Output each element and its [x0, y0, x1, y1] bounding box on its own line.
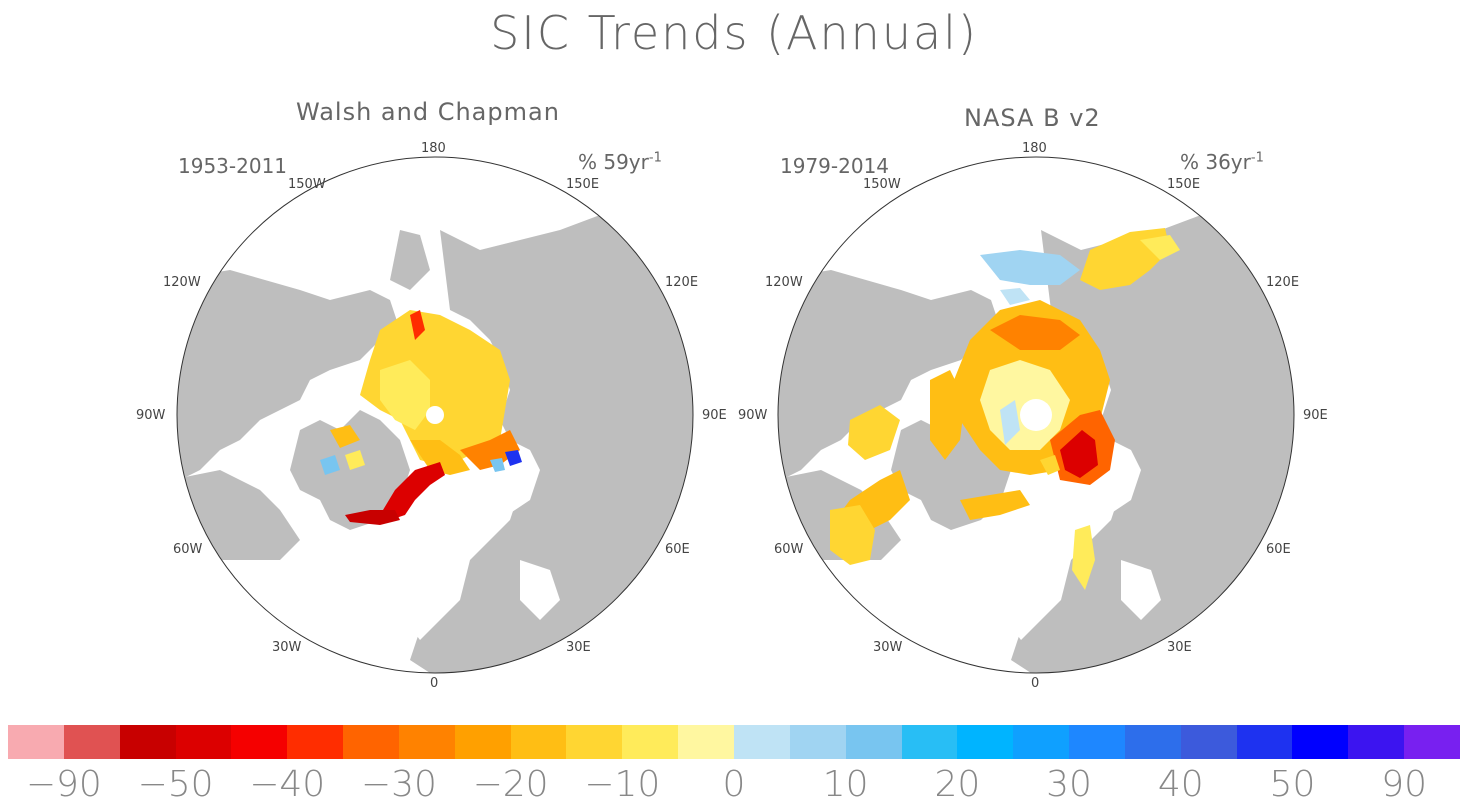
colorbar-tick-label: 40: [1157, 764, 1204, 805]
right-lon-60w: 60W: [774, 542, 804, 557]
colorbar-swatch: [901, 725, 958, 759]
colorbar-swatch: [622, 725, 679, 759]
right-lon-30e: 30E: [1167, 640, 1192, 655]
left-lon-120w: 120W: [163, 275, 201, 290]
left-lon-30w: 30W: [272, 640, 302, 655]
left-lon-30e: 30E: [566, 640, 591, 655]
colorbar-tick-label: 20: [934, 764, 981, 805]
colorbar-tick-label: 90: [1381, 764, 1428, 805]
left-lon-90w: 90W: [136, 408, 166, 423]
right-lon-30w: 30W: [873, 640, 903, 655]
colorbar-swatch: [1124, 725, 1181, 759]
colorbar-swatch: [343, 725, 399, 759]
left-lon-60w: 60W: [173, 542, 203, 557]
colorbar-tick-label: −30: [360, 764, 437, 805]
colorbar-tick-label: 50: [1269, 764, 1316, 805]
colorbar-swatch: [678, 725, 734, 759]
colorbar-tick-label: −10: [584, 764, 661, 805]
right-units-text: % 36yr: [1180, 150, 1251, 174]
left-lon-0: 0: [430, 676, 439, 691]
colorbar-swatch: [287, 725, 344, 759]
right-map: [777, 156, 1295, 674]
left-units-text: % 59yr: [578, 150, 649, 174]
left-map-border: [176, 156, 694, 674]
colorbar-swatch: [566, 725, 623, 759]
colorbar-tick-label: −40: [249, 764, 326, 805]
colorbar-tick-label: −50: [137, 764, 214, 805]
right-lon-60e: 60E: [1266, 542, 1291, 557]
right-lon-90e: 90E: [1303, 408, 1328, 423]
right-units: % 36yr-1: [1180, 150, 1264, 174]
figure-title: SIC Trends (Annual): [490, 6, 978, 60]
colorbar-swatch: [8, 725, 64, 759]
right-lon-0: 0: [1031, 676, 1040, 691]
colorbar-swatch: [398, 725, 455, 759]
right-lon-120w: 120W: [765, 275, 803, 290]
colorbar-swatch: [454, 725, 511, 759]
colorbar-tick-label: −20: [472, 764, 549, 805]
left-map: [176, 156, 694, 674]
left-lon-180: 180: [421, 141, 446, 156]
right-lon-150e: 150E: [1167, 177, 1201, 192]
colorbar-tick-label: 10: [822, 764, 869, 805]
colorbar-swatch: [510, 725, 567, 759]
right-period: 1979-2014: [780, 154, 890, 178]
colorbar-swatch: [957, 725, 1014, 759]
colorbar-swatch: [1404, 725, 1460, 759]
left-units-sup: -1: [648, 150, 662, 166]
right-panel-title: NASA B v2: [964, 104, 1101, 132]
left-lon-120e: 120E: [665, 275, 699, 290]
colorbar-tick-label: 30: [1046, 764, 1092, 805]
right-units-sup: -1: [1250, 150, 1264, 166]
colorbar-swatch: [231, 725, 288, 759]
right-lon-120e: 120E: [1266, 275, 1300, 290]
colorbar-swatch: [733, 725, 790, 759]
left-units: % 59yr-1: [578, 150, 662, 174]
colorbar-swatch: [1236, 725, 1293, 759]
colorbar-swatch: [1180, 725, 1237, 759]
left-map-land: [177, 215, 693, 673]
colorbar-swatch: [789, 725, 846, 759]
colorbar-swatch: [119, 725, 176, 759]
colorbar-swatch: [845, 725, 902, 759]
colorbar-swatch: [1069, 725, 1125, 759]
right-map-border: [777, 156, 1295, 674]
colorbar-swatch: [1013, 725, 1070, 759]
left-lon-60e: 60E: [665, 542, 690, 557]
colorbar-tick-label: −90: [25, 764, 102, 805]
colorbar-tick-label: 0: [722, 764, 746, 805]
left-lon-150e: 150E: [566, 177, 600, 192]
left-panel-title: Walsh and Chapman: [296, 98, 560, 126]
right-map-land: [778, 215, 1294, 673]
right-lon-150w: 150W: [863, 177, 901, 192]
colorbar: [8, 725, 1460, 759]
colorbar-swatch: [1292, 725, 1349, 759]
left-lon-90e: 90E: [702, 408, 727, 423]
right-lon-180: 180: [1022, 141, 1047, 156]
left-lon-150w: 150W: [288, 177, 326, 192]
colorbar-swatch: [1348, 725, 1405, 759]
right-lon-90w: 90W: [738, 408, 768, 423]
colorbar-swatch: [63, 725, 120, 759]
colorbar-swatch: [175, 725, 232, 759]
left-period: 1953-2011: [178, 154, 288, 178]
